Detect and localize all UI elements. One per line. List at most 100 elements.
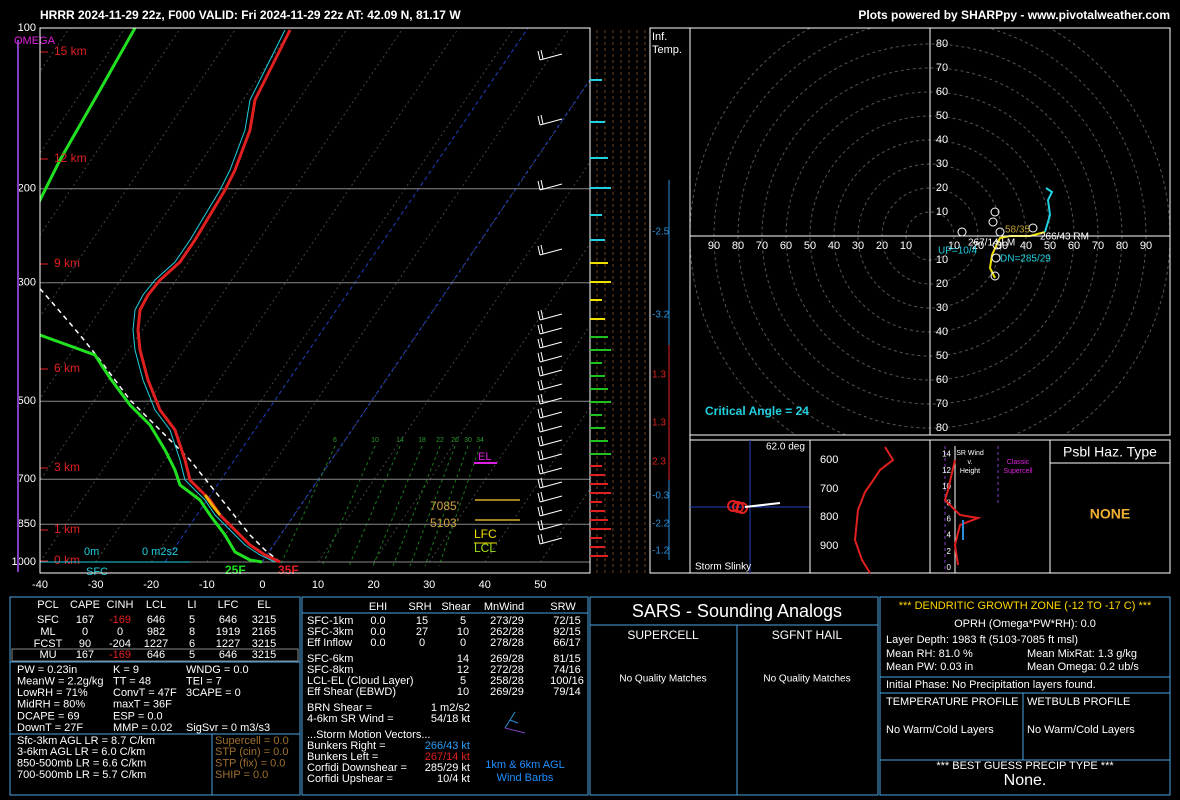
temp-label: 30: [423, 579, 435, 591]
wind-barb: [537, 408, 541, 419]
kinematic-cell: 0.0: [370, 637, 385, 649]
parcel-cell: 0: [117, 626, 123, 638]
wind-barb: [540, 114, 544, 125]
dgz-line: Mean Omega: 0.2 ub/s: [1027, 661, 1139, 673]
hodo-marker: [1028, 223, 1038, 233]
wind-barb: [540, 365, 544, 376]
kinematic-cell: 269/29: [490, 686, 524, 698]
hodo-marker: [990, 207, 1000, 217]
wind-barb: [539, 481, 563, 489]
srwind-title: v.: [968, 459, 973, 466]
parcel-cell: 6: [189, 638, 195, 650]
theta-pressure: 700: [820, 483, 838, 495]
lapse-rate: 3-6km AGL LR = 6.0 C/km: [17, 746, 145, 758]
temp-label: -10: [199, 579, 215, 591]
wind-barb: [537, 478, 541, 489]
panel-border: [301, 596, 589, 796]
kinematic-cell: 10: [457, 626, 469, 638]
parcel-cell: 1919: [216, 626, 240, 638]
sfc-dewpoint: 25F: [225, 563, 246, 577]
index: MeanW = 2.2g/kg: [17, 676, 104, 688]
parcel-cell: 646: [147, 649, 165, 661]
wind-barb: [540, 379, 544, 390]
parcel-cell: 3215: [252, 649, 276, 661]
index: TEI = 7: [186, 676, 222, 688]
srwind-height: 0: [947, 563, 952, 572]
kinematic-cell: 15: [416, 615, 428, 627]
wind-barb: [539, 439, 563, 447]
mean-wind: 58/35: [1005, 225, 1030, 236]
kinematic-cell: 66/17: [553, 637, 581, 649]
index: SigSvr = 0 m3/s3: [186, 722, 270, 734]
hodo-ring-label: 70: [936, 62, 948, 74]
kinematic-cell: 81/15: [553, 653, 581, 665]
wind-barb: [540, 179, 544, 190]
hodo-ring-label: 90: [708, 240, 720, 252]
wind-barb: [537, 310, 541, 321]
srwind-height: 14: [942, 450, 951, 459]
hodo-ring-label: 20: [936, 278, 948, 290]
sars-result: No Quality Matches: [763, 674, 850, 685]
barb-icon: [504, 727, 526, 734]
wind-barb: [539, 523, 563, 531]
vector-label: Corfidi Upshear =: [307, 773, 393, 785]
wind-barb: [539, 425, 563, 433]
wind-barb: [537, 394, 541, 405]
parcel-cell: 982: [147, 626, 165, 638]
wind-barb: [537, 520, 541, 531]
index: DCAPE = 69: [17, 710, 80, 722]
hodo-ring-label: 60: [1068, 240, 1080, 252]
parcel-cell: 646: [219, 614, 237, 626]
dgz-line: Mean MixRat: 1.3 g/kg: [1027, 648, 1137, 660]
theta-pressure: 900: [820, 540, 838, 552]
hodo-ring-label: 50: [936, 110, 948, 122]
wind-barb: [539, 53, 563, 61]
temp-label: -30: [88, 579, 104, 591]
wind-barb: [539, 537, 563, 545]
mixing-ratio-label: 22: [436, 437, 444, 444]
wind-barb: [537, 366, 541, 377]
hodo-marker: [988, 217, 998, 227]
hodo-trace-high: [1044, 187, 1054, 233]
lcl-label: LCL: [474, 541, 496, 555]
wind-barb: [540, 407, 544, 418]
hodo-ring-label: 10: [936, 206, 948, 218]
parcel-trace: [40, 287, 281, 563]
mixing-ratio-label: 30: [464, 437, 472, 444]
index: MidRH = 80%: [17, 699, 85, 711]
kinematic-cell: LCL-EL (Cloud Layer): [307, 675, 414, 687]
pressure-label: 200: [18, 183, 36, 195]
sfc-height: 0m: [84, 546, 99, 558]
kinematic-cell: 14: [457, 653, 469, 665]
inflow-value: 1.3: [652, 418, 666, 429]
dgz-line: Mean RH: 81.0 %: [886, 648, 973, 660]
kinematic-cell: 74/16: [553, 664, 581, 676]
wind-barb: [539, 411, 563, 419]
wind-barb: [540, 244, 544, 255]
kinematic-cell: Eff Shear (EBWD): [307, 686, 396, 698]
hodo-marker: [991, 253, 1001, 263]
parcel-cell: 1227: [144, 638, 168, 650]
mixing-ratio-line: [348, 445, 401, 567]
kinematic-cell: SFC-1km: [307, 615, 353, 627]
wind-barb: [537, 464, 541, 475]
hodo-ring-label: 30: [936, 158, 948, 170]
dgz-oprh: OPRH (Omega*PW*RH): 0.0: [954, 618, 1096, 630]
temp-label: 40: [479, 579, 491, 591]
index: LowRH = 71%: [17, 687, 88, 699]
inflow-value: -0.3: [652, 491, 670, 502]
kinematic-header: SRH: [408, 601, 431, 613]
dewpoint-trace: [40, 28, 263, 564]
panel-border: [879, 596, 1171, 796]
wind-barb: [539, 467, 563, 475]
wind-barb: [537, 352, 541, 363]
sars-heading: SUPERCELL: [627, 628, 699, 642]
index: DownT = 27F: [17, 722, 83, 734]
temp-label: 10: [312, 579, 324, 591]
left-mover: 267/14 LM: [968, 238, 1015, 249]
sars-heading: SGFNT HAIL: [772, 628, 843, 642]
parcel-cell: 1227: [216, 638, 240, 650]
srwind-height: 10: [942, 482, 951, 491]
